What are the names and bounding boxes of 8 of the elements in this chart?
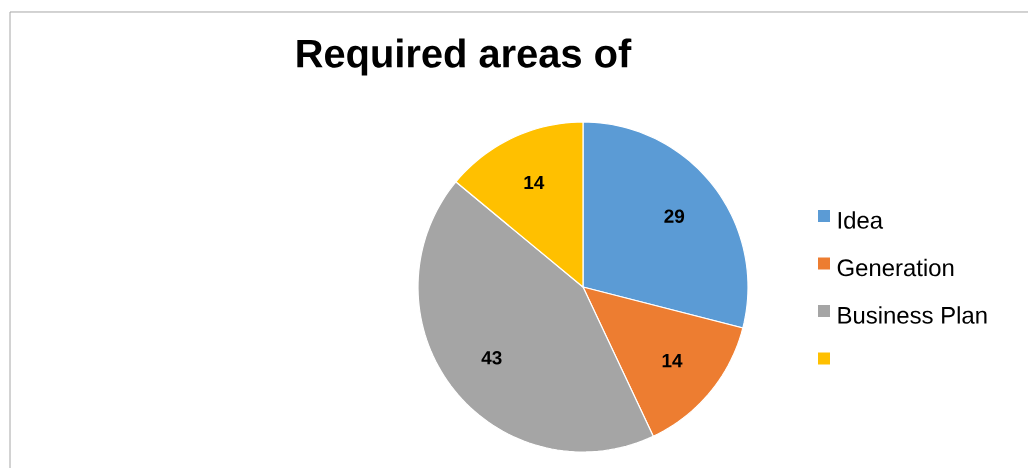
data-label: 14 xyxy=(662,354,683,368)
data-label: 43 xyxy=(481,351,502,365)
legend-label: Generation xyxy=(837,258,954,277)
data-label: 29 xyxy=(664,209,685,223)
legend-label: Business Plan xyxy=(838,306,987,324)
data-label: 14 xyxy=(524,175,545,189)
legend-label: Idea xyxy=(838,211,884,229)
chart-title: Required areas of xyxy=(297,38,632,76)
